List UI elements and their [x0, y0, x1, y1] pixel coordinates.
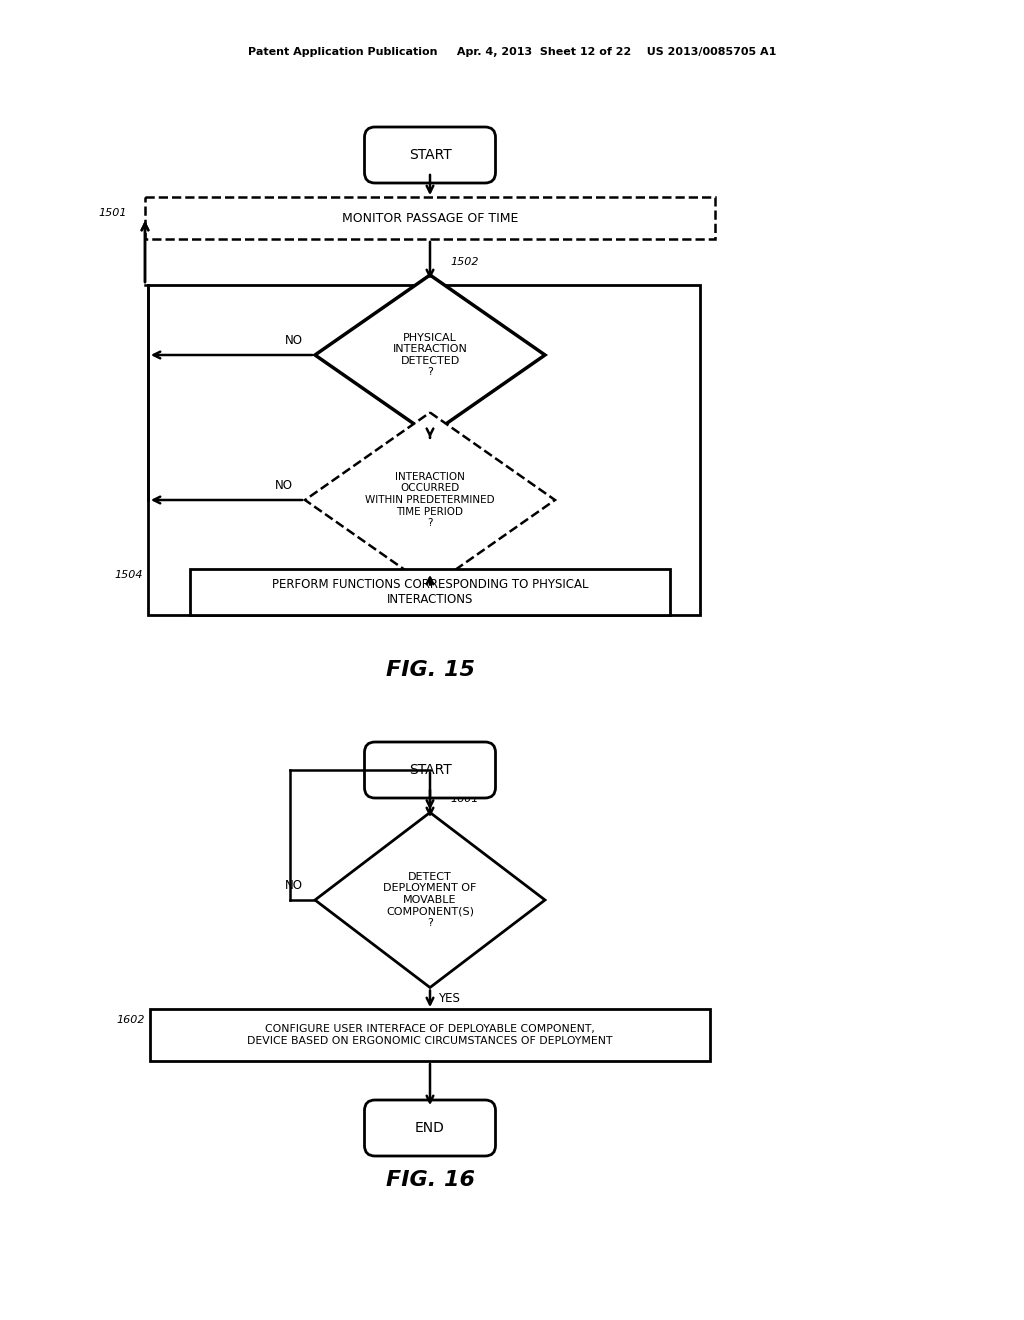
Text: 1503: 1503: [450, 395, 478, 404]
Text: END: END: [415, 1121, 445, 1135]
FancyBboxPatch shape: [365, 127, 496, 183]
Text: DETECT
DEPLOYMENT OF
MOVABLE
COMPONENT(S)
?: DETECT DEPLOYMENT OF MOVABLE COMPONENT(S…: [383, 871, 477, 928]
Text: Patent Application Publication     Apr. 4, 2013  Sheet 12 of 22    US 2013/00857: Patent Application Publication Apr. 4, 2…: [248, 48, 776, 57]
Text: YES: YES: [438, 440, 460, 453]
Text: CONFIGURE USER INTERFACE OF DEPLOYABLE COMPONENT,
DEVICE BASED ON ERGONOMIC CIRC: CONFIGURE USER INTERFACE OF DEPLOYABLE C…: [247, 1024, 612, 1045]
Text: 1601: 1601: [450, 795, 478, 804]
Text: PHYSICAL
INTERACTION
DETECTED
?: PHYSICAL INTERACTION DETECTED ?: [392, 333, 467, 378]
Text: FIG. 15: FIG. 15: [385, 660, 474, 680]
Polygon shape: [315, 275, 545, 436]
Text: YES: YES: [438, 593, 460, 606]
Text: YES: YES: [438, 993, 460, 1006]
Polygon shape: [305, 412, 555, 587]
FancyBboxPatch shape: [365, 1100, 496, 1156]
Text: 1502: 1502: [450, 257, 478, 267]
Text: 1504: 1504: [115, 570, 143, 579]
Polygon shape: [315, 813, 545, 987]
Bar: [148, 285, 700, 615]
Text: START: START: [409, 148, 452, 162]
Text: MONITOR PASSAGE OF TIME: MONITOR PASSAGE OF TIME: [342, 211, 518, 224]
Text: NO: NO: [275, 479, 293, 492]
FancyBboxPatch shape: [365, 742, 496, 799]
Text: START: START: [409, 763, 452, 777]
Bar: [150, 1008, 710, 1061]
Text: NO: NO: [285, 879, 303, 892]
Text: FIG. 16: FIG. 16: [385, 1170, 474, 1191]
Bar: [190, 569, 670, 615]
Text: INTERACTION
OCCURRED
WITHIN PREDETERMINED
TIME PERIOD
?: INTERACTION OCCURRED WITHIN PREDETERMINE…: [366, 471, 495, 528]
Text: NO: NO: [285, 334, 303, 347]
Text: 1501: 1501: [98, 209, 127, 218]
Bar: [145, 197, 715, 239]
Text: 1602: 1602: [117, 1015, 145, 1026]
Text: PERFORM FUNCTIONS CORRESPONDING TO PHYSICAL
INTERACTIONS: PERFORM FUNCTIONS CORRESPONDING TO PHYSI…: [271, 578, 588, 606]
